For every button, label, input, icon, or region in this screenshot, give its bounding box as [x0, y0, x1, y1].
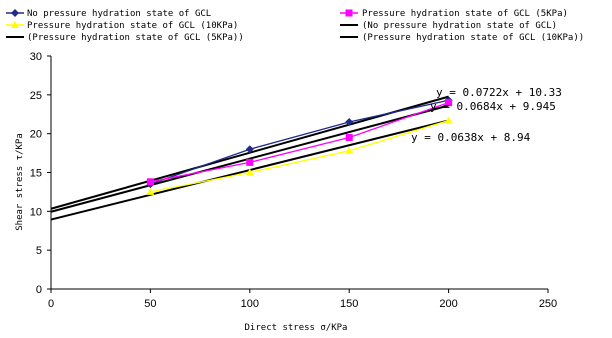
legend-label: (Pressure hydration state of GCL (5KPa)): [27, 33, 244, 43]
legend: No pressure hydration state of GCL Press…: [6, 9, 584, 43]
series-line-0: [150, 99, 449, 185]
legend-label: (No pressure hydration state of GCL): [362, 21, 557, 31]
series-line-1: [150, 101, 449, 183]
markers: [146, 96, 453, 195]
y-tick-label: 20: [30, 129, 42, 141]
x-tick-label: 50: [144, 298, 156, 310]
data-point-triangle: [245, 168, 254, 176]
data-point-diamond: [245, 145, 254, 154]
series-line-2: [150, 119, 449, 193]
series-lines: [150, 99, 449, 193]
legend-item-5kpa: Pressure hydration state of GCL (5KPa): [340, 9, 568, 19]
trendlines: [50, 95, 449, 221]
triangle-marker-icon: [11, 21, 19, 28]
data-point-square: [146, 178, 154, 186]
y-axis-ticks: 0 5 10 15 20 25 30: [30, 51, 51, 296]
x-axis-label: Direct stress σ/KPa: [245, 323, 348, 333]
y-tick-label: 25: [30, 90, 42, 102]
x-tick-label: 150: [340, 298, 358, 310]
x-tick-label: 100: [241, 298, 259, 310]
data-point-diamond: [345, 118, 354, 127]
data-point-triangle: [146, 187, 155, 195]
equation-5kpa: y = 0.0684x + 9.945: [430, 100, 556, 113]
data-point-square: [445, 99, 453, 107]
legend-label: Pressure hydration state of GCL (5KPa): [362, 9, 568, 19]
trendline-1: [50, 104, 449, 213]
legend-label: No pressure hydration state of GCL: [27, 9, 211, 19]
legend-item-trend-5kpa: (Pressure hydration state of GCL (5KPa)): [6, 33, 244, 43]
legend-item-trend-10kpa: (Pressure hydration state of GCL (10KPa)…: [340, 33, 584, 43]
y-tick-label: 10: [30, 206, 42, 218]
y-tick-label: 5: [36, 245, 42, 257]
legend-item-trend-no-pressure: (No pressure hydration state of GCL): [340, 21, 557, 31]
legend-label: Pressure hydration state of GCL (10KPa): [27, 21, 238, 31]
y-tick-label: 15: [30, 168, 42, 180]
square-marker-icon: [345, 9, 353, 17]
x-tick-label: 250: [539, 298, 557, 310]
x-tick-label: 0: [48, 298, 54, 310]
legend-item-no-pressure: No pressure hydration state of GCL: [6, 9, 211, 19]
equation-no-pressure: y = 0.0722x + 10.33: [436, 86, 562, 99]
y-tick-label: 30: [30, 51, 42, 63]
data-point-square: [246, 158, 254, 166]
equation-10kpa: y = 0.0638x + 8.94: [411, 131, 531, 144]
data-point-triangle: [444, 116, 453, 124]
diamond-marker-icon: [11, 9, 19, 17]
axes: 0 50 100 150 200 250 0 5 10 15 20 25 30: [30, 51, 557, 310]
x-axis-ticks: 0 50 100 150 200 250: [48, 289, 557, 310]
data-point-square: [345, 134, 353, 142]
x-tick-label: 200: [439, 298, 457, 310]
data-point-triangle: [345, 146, 354, 154]
y-axis-label: Shear stress τ/KPa: [15, 133, 25, 231]
y-tick-label: 0: [36, 284, 42, 296]
legend-label: (Pressure hydration state of GCL (10KPa)…: [362, 33, 584, 43]
legend-item-10kpa: Pressure hydration state of GCL (10KPa): [6, 21, 238, 31]
